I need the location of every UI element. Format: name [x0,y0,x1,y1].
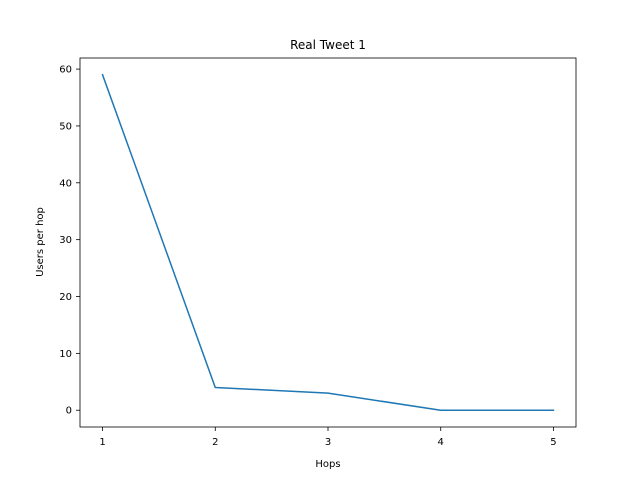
x-axis-label: Hops [315,459,340,470]
x-axis: 1 2 3 4 5 [99,427,557,448]
series-layer [101,73,555,411]
x-tick-label: 3 [325,437,331,448]
y-axis: 0 10 20 30 40 50 60 [59,65,80,417]
y-tick-label: 40 [59,178,72,189]
x-tick-label: 2 [212,437,218,448]
y-tick-label: 60 [59,65,72,76]
x-tick-label: 5 [550,437,556,448]
x-tick-label: 1 [99,437,105,448]
x-tick-label: 4 [438,437,444,448]
series-line-1 [101,73,555,411]
y-tick-label: 20 [59,292,72,303]
y-tick-label: 50 [59,121,72,132]
chart-title: Real Tweet 1 [290,38,366,52]
y-tick-label: 0 [66,406,72,417]
y-tick-label: 10 [59,349,72,360]
y-tick-label: 30 [59,235,72,246]
y-axis-label: Users per hop [35,207,46,277]
